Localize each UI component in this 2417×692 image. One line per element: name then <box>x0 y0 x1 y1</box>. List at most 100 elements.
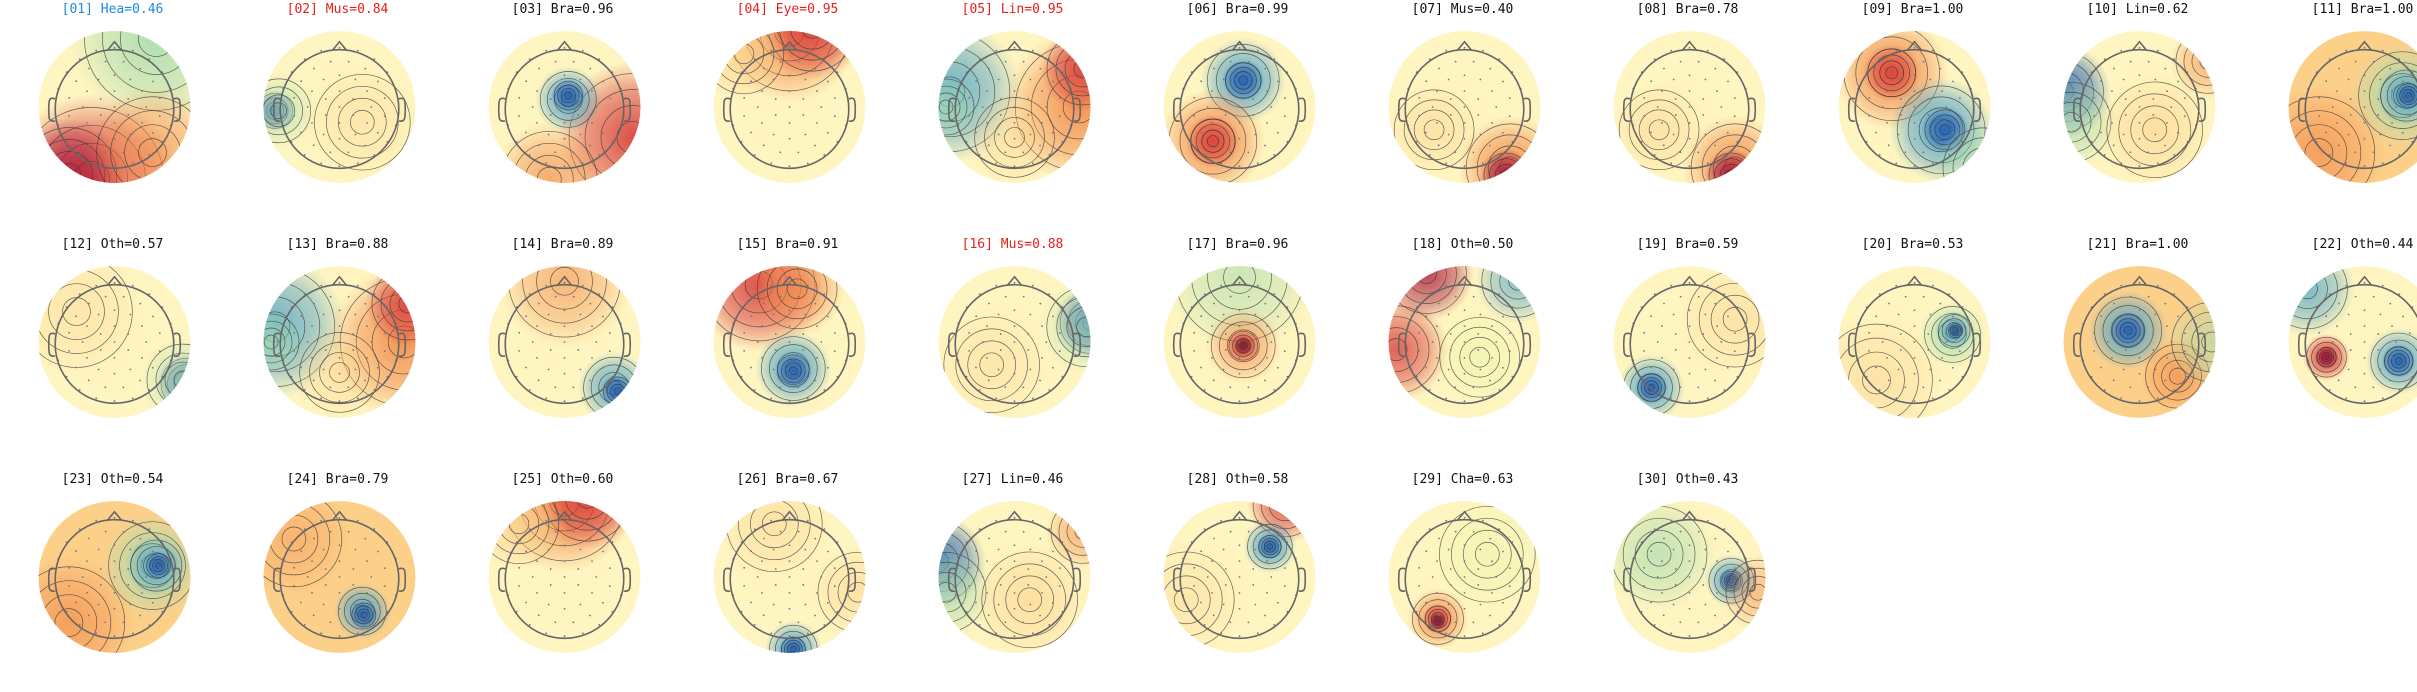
sensor-dot <box>1041 560 1043 562</box>
sensor-dot <box>518 350 520 352</box>
component-topomap[interactable]: [09] Bra=1.00 <box>1800 2 2025 222</box>
sensor-dot <box>132 162 134 164</box>
sensor-dot <box>1059 332 1061 334</box>
sensor-dot <box>548 369 550 371</box>
sensor-dot <box>293 332 295 334</box>
sensor-dot <box>323 314 325 316</box>
sensor-dot <box>2348 79 2350 81</box>
sensor-dot <box>1213 303 1215 305</box>
component-title: [13] Bra=0.88 <box>225 237 450 253</box>
component-topomap[interactable]: [14] Bra=0.89 <box>450 237 675 457</box>
component-topomap[interactable]: [24] Bra=0.79 <box>225 472 450 692</box>
sensor-dot <box>152 367 154 369</box>
sensor-dot <box>827 367 829 369</box>
sensor-dot <box>1927 98 1929 100</box>
component-topomap[interactable]: [10] Lin=0.62 <box>2025 2 2250 222</box>
sensor-dot <box>1239 357 1241 359</box>
component-topomap[interactable]: [04] Eye=0.95 <box>675 2 900 222</box>
component-topomap[interactable]: [15] Bra=0.91 <box>675 237 900 457</box>
sensor-dot <box>293 115 295 117</box>
component-topomap[interactable]: [25] Oth=0.60 <box>450 472 675 692</box>
sensor-dot <box>104 151 106 153</box>
component-topomap[interactable]: [19] Bra=0.59 <box>1575 237 1800 457</box>
sensor-dot <box>114 576 116 578</box>
sensor-dot <box>1464 373 1466 375</box>
component-topomap[interactable]: [13] Bra=0.88 <box>225 237 450 457</box>
component-topomap[interactable]: [30] Oth=0.43 <box>1575 472 1800 692</box>
sensor-dot <box>300 550 302 552</box>
sensor-dot <box>377 602 379 604</box>
sensor-dot <box>2391 357 2393 359</box>
sensor-dot <box>2382 50 2384 52</box>
sensor-dot <box>2125 98 2127 100</box>
sensor-dot <box>159 585 161 587</box>
component-topomap[interactable]: [01] Hea=0.46 <box>0 2 225 222</box>
sensor-dot <box>1022 386 1024 388</box>
sensor-dot <box>2338 379 2340 381</box>
sensor-dot <box>1193 332 1195 334</box>
component-topomap[interactable]: [28] Oth=0.58 <box>1125 472 1350 692</box>
sensor-dot <box>816 560 818 562</box>
sensor-dot <box>1200 132 1202 134</box>
sensor-dot <box>827 602 829 604</box>
sensor-dot <box>1239 309 1241 311</box>
component-topomap[interactable]: [22] Oth=0.44 <box>2250 237 2417 457</box>
sensor-dot <box>1959 332 1961 334</box>
sensor-dot <box>1254 134 1256 136</box>
sensor-dot <box>548 314 550 316</box>
topomap-plot <box>712 259 867 419</box>
component-topomap[interactable]: [11] Bra=1.00 <box>2250 2 2417 222</box>
sensor-dot <box>814 303 816 305</box>
component-topomap[interactable]: [03] Bra=0.96 <box>450 2 675 222</box>
component-title: [14] Bra=0.89 <box>450 237 675 253</box>
component-topomap[interactable]: [08] Bra=0.78 <box>1575 2 1800 222</box>
sensor-dot <box>2395 106 2397 108</box>
component-topomap[interactable]: [23] Oth=0.54 <box>0 472 225 692</box>
sensor-dot <box>1714 538 1716 540</box>
component-topomap[interactable]: [18] Oth=0.50 <box>1350 237 1575 457</box>
sensor-dot <box>1914 90 1916 92</box>
sensor-dot <box>789 138 791 140</box>
component-topomap[interactable]: [16] Mus=0.88 <box>900 237 1125 457</box>
sensor-dot <box>1464 576 1466 578</box>
sensor-dot <box>789 576 791 578</box>
component-topomap[interactable]: [05] Lin=0.95 <box>900 2 1125 222</box>
sensor-dot <box>1014 325 1016 327</box>
sensor-dot <box>2318 332 2320 334</box>
sensor-dot <box>300 80 302 82</box>
sensor-dot <box>114 341 116 343</box>
component-topomap[interactable]: [02] Mus=0.84 <box>225 2 450 222</box>
sensor-dot <box>773 134 775 136</box>
sensor-dot <box>364 615 366 617</box>
sensor-dot <box>968 332 970 334</box>
component-topomap[interactable]: [29] Cha=0.63 <box>1350 472 1575 692</box>
component-topomap[interactable]: [17] Bra=0.96 <box>1125 237 1350 457</box>
sensor-dot <box>1900 114 1902 116</box>
component-topomap[interactable]: [20] Bra=0.53 <box>1800 237 2025 457</box>
sensor-dot <box>75 315 77 317</box>
sensor-dot <box>2354 151 2356 153</box>
sensor-dot <box>986 560 988 562</box>
component-topomap[interactable]: [27] Lin=0.46 <box>900 472 1125 692</box>
sensor-dot <box>555 296 557 298</box>
component-topomap[interactable]: [12] Oth=0.57 <box>0 237 225 457</box>
sensor-dot <box>1277 602 1279 604</box>
sensor-dot <box>114 138 116 140</box>
sensor-dot <box>1239 608 1241 610</box>
sensor-dot <box>1248 296 1250 298</box>
sensor-dot <box>307 576 309 578</box>
sensor-dot <box>1900 349 1902 351</box>
topomap-plot <box>487 259 642 419</box>
sensor-dot <box>609 350 611 352</box>
topomap-field <box>1162 31 1316 184</box>
sensor-dot <box>114 106 116 108</box>
sensor-dot <box>1689 138 1691 140</box>
sensor-dot <box>554 151 556 153</box>
component-topomap[interactable]: [26] Bra=0.67 <box>675 472 900 692</box>
component-topomap[interactable]: [06] Bra=0.99 <box>1125 2 1350 222</box>
sensor-dot <box>827 551 829 553</box>
sensor-dot <box>1509 350 1511 352</box>
component-topomap[interactable]: [07] Mus=0.40 <box>1350 2 1575 222</box>
component-topomap[interactable]: [21] Bra=1.00 <box>2025 237 2250 457</box>
sensor-dot <box>68 350 70 352</box>
